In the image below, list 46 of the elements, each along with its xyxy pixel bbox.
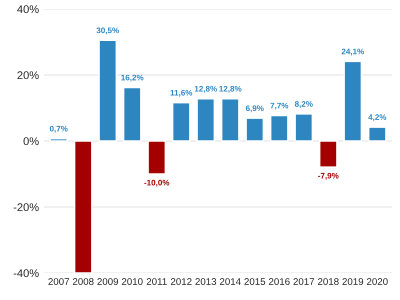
data-label: 8,2% <box>294 101 313 108</box>
bar <box>122 86 142 142</box>
data-label: 16,2% <box>121 74 144 82</box>
x-tick-label: 2014 <box>220 278 241 285</box>
bar <box>368 126 387 142</box>
x-tick-label: 2016 <box>268 278 290 285</box>
x-tick-label: 2012 <box>170 278 192 285</box>
bar <box>319 140 338 168</box>
y-tick-label: -40% <box>14 269 39 278</box>
x-tick-label: 2010 <box>122 278 143 285</box>
x-tick-label: 2019 <box>342 278 364 285</box>
x-tick-label: 2017 <box>293 278 314 285</box>
y-tick-label: 40% <box>17 5 39 14</box>
data-label: 24,1% <box>342 48 364 56</box>
data-label: -10,0% <box>144 180 170 187</box>
bar <box>245 118 264 142</box>
y-tick-label: 20% <box>17 71 39 80</box>
x-tick-label: 2020 <box>366 278 388 285</box>
bar <box>98 40 117 142</box>
bar <box>344 60 362 142</box>
x-tick-label: 2013 <box>195 278 216 285</box>
x-tick-label: 2009 <box>97 278 118 285</box>
bar <box>49 138 68 142</box>
bar <box>220 98 240 142</box>
x-tick-label: 2018 <box>318 278 339 285</box>
data-label: -7,9% <box>318 172 339 180</box>
data-label: 7,7% <box>270 102 288 110</box>
y-tick-label: 0% <box>24 137 39 146</box>
data-label: 12,8% <box>194 86 217 93</box>
y-tick-label: -20% <box>14 203 39 212</box>
x-tick-label: 2007 <box>48 278 70 285</box>
x-tick-label: 2011 <box>146 278 167 285</box>
data-label: 6,9% <box>246 105 264 112</box>
data-label: 30,5% <box>96 28 119 34</box>
bar <box>172 102 191 142</box>
bar <box>74 140 92 273</box>
bar <box>270 114 289 142</box>
bar <box>147 140 166 175</box>
x-tick-label: 2008 <box>72 278 94 285</box>
data-label: 4,2% <box>368 114 386 122</box>
data-label: 12,8% <box>219 86 242 93</box>
x-tick-label: 2015 <box>244 278 266 285</box>
bar <box>196 98 216 142</box>
data-label: 0,7% <box>50 126 68 133</box>
bar <box>294 113 314 142</box>
data-label: 11,6% <box>170 90 192 97</box>
